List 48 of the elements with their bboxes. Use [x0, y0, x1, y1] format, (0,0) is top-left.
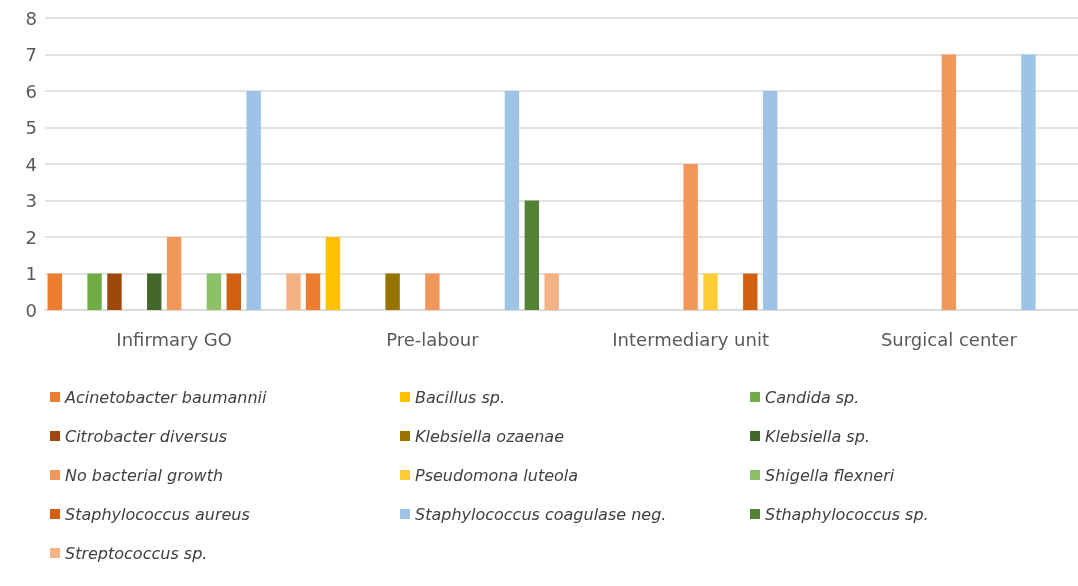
bar [504, 91, 520, 310]
bar [743, 273, 758, 310]
legend-label: Shigella flexneri [765, 465, 895, 485]
y-tick-label: 7 [25, 44, 37, 65]
legend-label: Acinetobacter baumannii [64, 387, 267, 407]
bar [762, 91, 778, 310]
bar [325, 237, 341, 310]
bar [683, 164, 698, 310]
bar [226, 273, 241, 310]
bar [47, 273, 62, 310]
x-tick-label: Intermediary unit [612, 328, 769, 350]
x-tick-label: Pre-labour [386, 328, 480, 350]
bar [206, 273, 222, 310]
bar [1021, 54, 1036, 310]
y-tick-label: 2 [25, 226, 37, 248]
legend-label: No bacterial growth [65, 465, 224, 485]
bar [385, 273, 400, 310]
bar [524, 200, 540, 310]
y-tick-label: 3 [25, 190, 37, 211]
legend-label: Staphylococcus aureus [65, 504, 250, 524]
y-tick-label: 5 [25, 117, 37, 138]
legend-label: Klebsiella sp. [765, 426, 870, 446]
y-tick-label: 0 [25, 299, 37, 321]
legend-label: Candida sp. [765, 387, 860, 407]
bar [147, 273, 162, 310]
x-tick-label: Surgical center [880, 328, 1018, 350]
bar [166, 237, 182, 310]
legend-label: Streptococcus sp. [65, 543, 208, 563]
legend-label: Staphylococcus coagulase neg. [415, 504, 667, 524]
bar [544, 273, 559, 310]
legend-label: Citrobacter diversus [65, 426, 228, 446]
bar [286, 273, 301, 310]
bar [425, 273, 440, 310]
y-tick-label: 4 [25, 153, 37, 175]
bar [107, 273, 122, 310]
legend-label: Klebsiella ozaenae [415, 426, 565, 446]
bar [703, 273, 718, 310]
bar [305, 273, 321, 310]
legend-label: Sthaphylococcus sp. [765, 504, 929, 524]
legend-label: Bacillus sp. [415, 387, 506, 407]
x-tick-label: Infirmary GO [116, 328, 232, 350]
y-tick-label: 8 [25, 7, 37, 29]
y-tick-label: 1 [25, 263, 37, 284]
bar [246, 91, 261, 310]
bar [87, 273, 102, 310]
legend-label: Pseudomona luteola [415, 465, 579, 485]
bar [941, 54, 957, 310]
y-tick-label: 6 [25, 80, 37, 102]
